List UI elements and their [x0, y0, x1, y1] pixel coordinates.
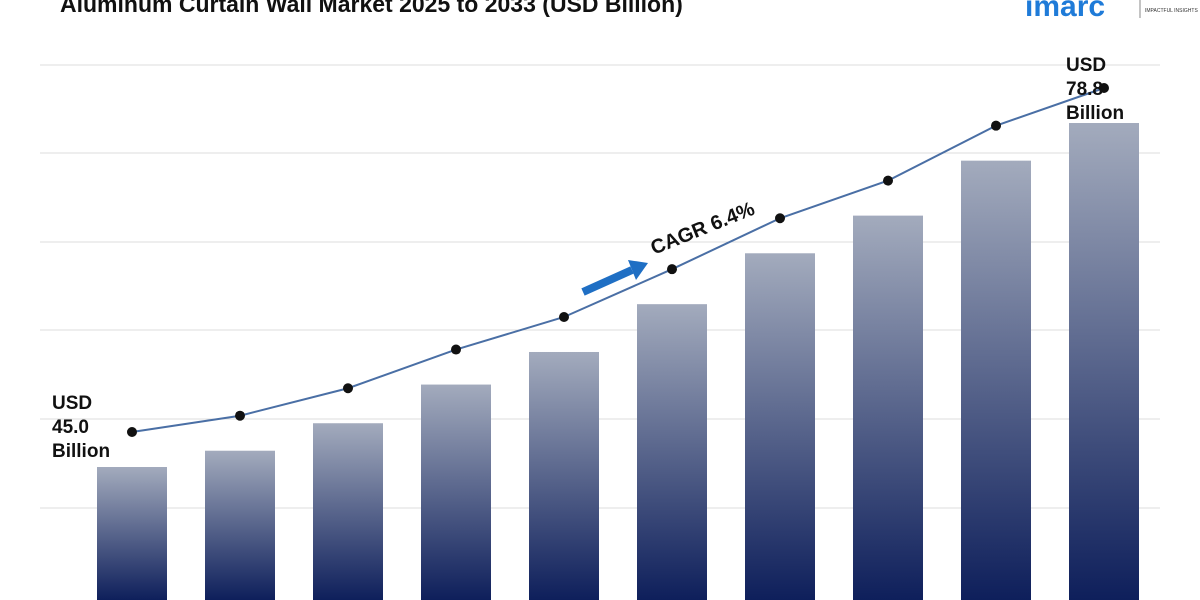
trend-dot [991, 120, 1001, 131]
bar [637, 304, 707, 600]
trend-dot [883, 175, 893, 186]
trend-dot [343, 383, 353, 394]
bar [421, 384, 491, 600]
logo: imarc [1025, 0, 1105, 23]
bar [961, 160, 1031, 600]
trend-dot [127, 427, 137, 437]
trend-dot [451, 344, 461, 355]
trend-line [131, 87, 1105, 433]
bar [313, 423, 383, 600]
bar [205, 450, 275, 600]
bar [745, 253, 815, 600]
bar [853, 215, 923, 600]
trend-dot [559, 311, 569, 322]
bar [97, 467, 167, 600]
value-label: USD 45.0 Billion [52, 393, 111, 462]
trend-dot [235, 410, 245, 421]
chart-title: Aluminum Curtain Wall Market 2025 to 203… [60, 0, 683, 17]
trend-dot [1099, 83, 1109, 93]
bar [529, 351, 599, 600]
value-label: USD 78.8 Billion [1066, 55, 1125, 124]
trend-dot [775, 213, 785, 224]
cagr-arrow [581, 260, 648, 296]
logo-tagline: IMPACTFUL INSIGHTS [1145, 8, 1198, 14]
cagr-label: CAGR 6.4% [648, 198, 758, 260]
trend-dot [667, 264, 677, 275]
bar [1069, 123, 1139, 600]
